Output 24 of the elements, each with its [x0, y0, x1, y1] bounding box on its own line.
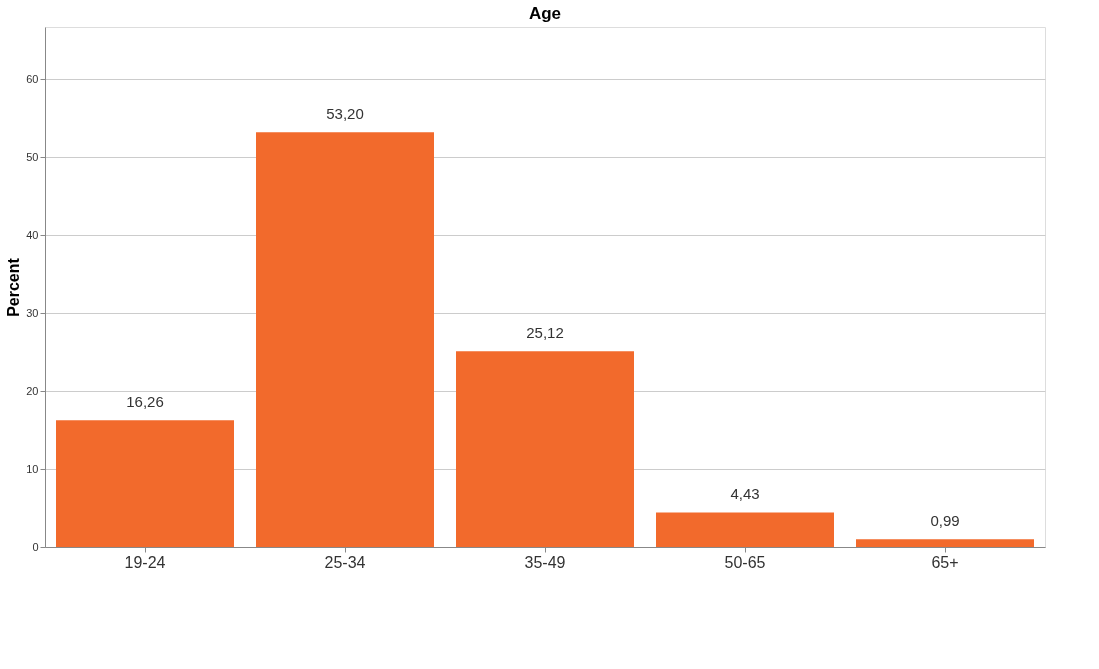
chart-title: Age: [528, 4, 562, 23]
bar: [656, 512, 834, 547]
data-label: 16,26: [126, 393, 164, 411]
y-tick-label: 0: [32, 540, 39, 553]
bar: [256, 132, 434, 547]
x-tick-label: 25-34: [324, 553, 366, 571]
bar: [456, 351, 634, 547]
x-tick-label: 65+: [931, 553, 959, 571]
y-axis-title: Percent: [5, 257, 23, 317]
y-tick-label: 40: [26, 228, 39, 241]
data-label: 25,12: [526, 324, 564, 342]
data-label: 4,43: [730, 485, 760, 503]
y-tick-label: 20: [26, 384, 39, 397]
y-tick-label: 50: [26, 150, 39, 163]
bar: [856, 539, 1034, 547]
y-tick-label: 10: [26, 462, 39, 475]
bar: [56, 420, 234, 547]
y-tick-label: 30: [26, 306, 39, 319]
data-label: 0,99: [930, 512, 960, 530]
x-tick-label: 50-65: [724, 553, 766, 571]
x-tick-label: 19-24: [124, 553, 166, 571]
data-label: 53,20: [326, 105, 364, 123]
x-tick-label: 35-49: [524, 553, 566, 571]
y-tick-label: 60: [26, 72, 39, 85]
